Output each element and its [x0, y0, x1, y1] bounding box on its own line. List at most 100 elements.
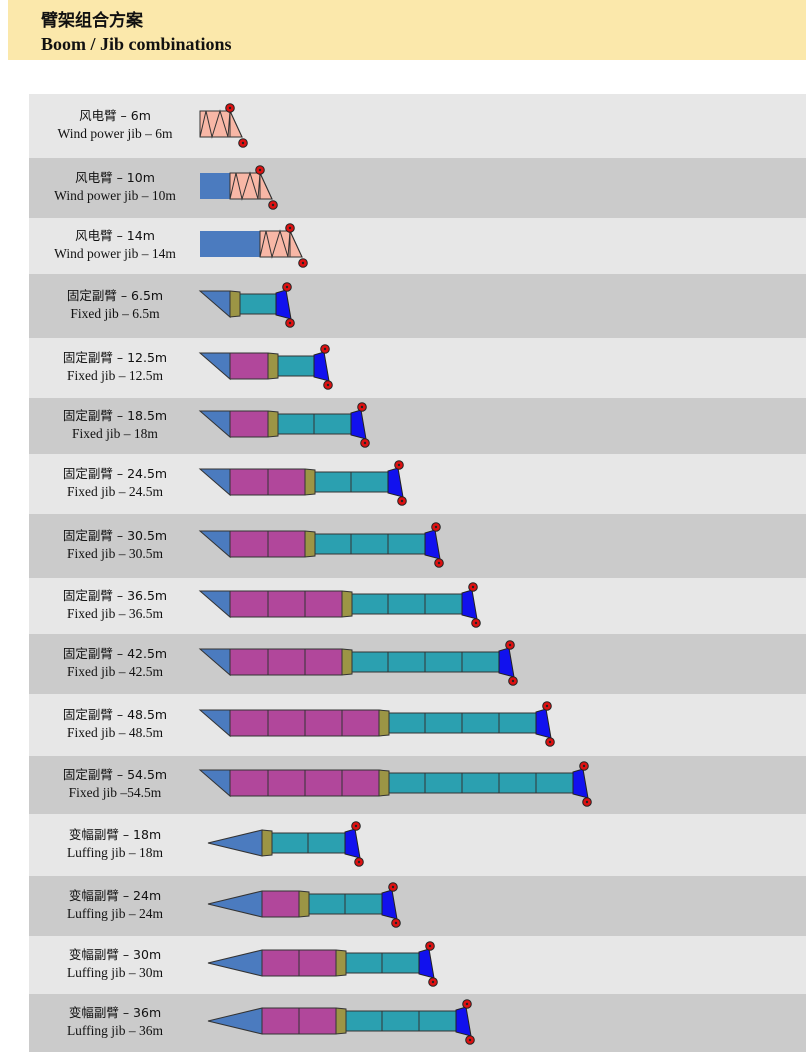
- pin-center: [323, 347, 327, 351]
- boom-middle-section: [341, 709, 380, 737]
- boom-middle-section: [267, 468, 306, 496]
- boom-head-section: [198, 468, 231, 497]
- jib-section: [418, 1010, 457, 1032]
- jib-adapter: [229, 290, 241, 318]
- label-chinese: 固定副臂 – 18.5m: [62, 408, 168, 423]
- combination-label: 固定副臂 – 42.5m Fixed jib – 42.5m: [29, 645, 201, 681]
- boom-diagram: [198, 761, 592, 807]
- jib-adapter: [378, 709, 390, 737]
- truss-lattice: [229, 171, 261, 201]
- boom-head-section: [198, 590, 231, 619]
- boom-middle-section: [229, 709, 269, 737]
- combination-row: 变幅副臂 – 24m Luffing jib – 24m: [29, 876, 806, 936]
- jib-adapter: [298, 890, 310, 918]
- boom-nose-section: [207, 829, 263, 857]
- pin-center: [357, 860, 361, 864]
- combination-label: 固定副臂 – 6.5m Fixed jib – 6.5m: [29, 287, 201, 323]
- truss-lattice: [199, 109, 231, 139]
- jib-section: [498, 772, 537, 794]
- jib-section: [345, 1010, 383, 1032]
- jib-section: [313, 413, 352, 435]
- combination-row: 变幅副臂 – 36m Luffing jib – 36m: [29, 994, 806, 1052]
- jib-section: [424, 712, 463, 734]
- boom-middle-section: [229, 590, 269, 618]
- truss-end: [289, 230, 303, 258]
- pin-center: [271, 203, 275, 207]
- boom-middle-section: [298, 1007, 337, 1035]
- boom-head-section: [198, 352, 231, 381]
- pin-center: [428, 944, 432, 948]
- boom-middle-section: [267, 530, 306, 558]
- pin-center: [360, 405, 364, 409]
- combination-row: 固定副臂 – 24.5m Fixed jib – 24.5m: [29, 454, 806, 514]
- jib-tip: [313, 351, 330, 382]
- boom-head-section: [198, 709, 231, 738]
- boom-diagram: [198, 282, 295, 328]
- combination-row: 风电臂 – 10m Wind power jib – 10m: [29, 158, 806, 218]
- pin-center: [258, 168, 262, 172]
- truss-end: [259, 172, 273, 200]
- boom-middle-section: [267, 769, 306, 797]
- jib-section: [314, 533, 352, 555]
- jib-section: [424, 772, 463, 794]
- jib-tip: [424, 529, 441, 560]
- jib-tip: [387, 467, 404, 498]
- boom-middle-section: [229, 352, 269, 380]
- boom-middle-section: [304, 709, 343, 737]
- label-english: Wind power jib – 14m: [54, 246, 176, 261]
- pin-center: [545, 704, 549, 708]
- jib-section: [307, 832, 346, 854]
- boom-diagram: [198, 522, 444, 568]
- combination-label: 固定副臂 – 36.5m Fixed jib – 36.5m: [29, 587, 201, 623]
- label-english: Fixed jib – 30.5m: [66, 546, 163, 561]
- jib-tip: [455, 1006, 472, 1037]
- jib-section: [345, 952, 383, 974]
- boom-nose-section: [207, 949, 263, 977]
- boom-diagram: [200, 165, 278, 210]
- boom-diagram: [198, 344, 333, 390]
- jib-section: [350, 533, 389, 555]
- jib-section: [308, 893, 346, 915]
- label-chinese: 变幅副臂 – 30m: [68, 947, 162, 962]
- label-english: Luffing jib – 24m: [66, 906, 164, 921]
- jib-section: [461, 712, 500, 734]
- jib-tip: [344, 828, 361, 859]
- title-banner: 臂架组合方案 Boom / Jib combinations: [8, 0, 806, 60]
- pin-center: [241, 141, 245, 145]
- boom-middle-section: [298, 949, 337, 977]
- pin-center: [508, 643, 512, 647]
- truss-lattice: [259, 229, 291, 259]
- jib-adapter: [335, 1007, 347, 1035]
- pin-center: [363, 441, 367, 445]
- combination-row: 固定副臂 – 42.5m Fixed jib – 42.5m: [29, 634, 806, 694]
- label-english: Fixed jib – 36.5m: [66, 606, 163, 621]
- jib-section: [351, 593, 389, 615]
- label-chinese: 固定副臂 – 24.5m: [62, 466, 168, 481]
- combination-label: 变幅副臂 – 18m Luffing jib – 18m: [29, 826, 201, 862]
- boom-middle-section: [304, 648, 343, 676]
- jib-section: [387, 593, 426, 615]
- jib-adapter: [341, 590, 353, 618]
- boom-middle-section: [229, 468, 269, 496]
- boom-middle-section: [229, 769, 269, 797]
- label-chinese: 固定副臂 – 30.5m: [62, 528, 168, 543]
- boom-middle-section: [261, 1007, 300, 1035]
- boom-head-section: [198, 290, 231, 319]
- pin-center: [288, 226, 292, 230]
- combination-row: 固定副臂 – 48.5m Fixed jib – 48.5m: [29, 694, 806, 756]
- label-chinese: 变幅副臂 – 36m: [68, 1005, 162, 1020]
- jib-section: [424, 593, 463, 615]
- jib-section: [271, 832, 309, 854]
- pin-center: [301, 261, 305, 265]
- boom-nose-section: [207, 890, 263, 918]
- pin-center: [400, 499, 404, 503]
- jib-section: [381, 952, 420, 974]
- boom-diagram: [207, 941, 438, 987]
- pin-center: [474, 621, 478, 625]
- label-english: Luffing jib – 30m: [66, 965, 164, 980]
- boom-base-section: [200, 231, 230, 257]
- jib-section: [239, 293, 277, 315]
- label-english: Wind power jib – 6m: [57, 126, 173, 141]
- combination-row: 固定副臂 – 12.5m Fixed jib – 12.5m: [29, 338, 806, 398]
- jib-section: [461, 651, 500, 673]
